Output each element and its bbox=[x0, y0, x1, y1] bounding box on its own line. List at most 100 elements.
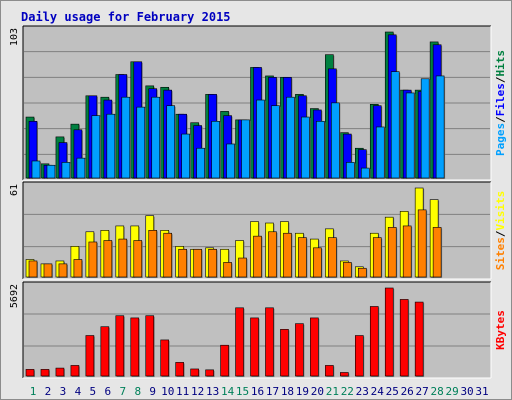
bar-pages-day-7 bbox=[121, 96, 131, 179]
legend-label: / bbox=[494, 230, 507, 237]
bar-sites-day-2 bbox=[43, 263, 53, 278]
x-tick-label-day-1: 1 bbox=[30, 385, 37, 398]
bar-kbytes-day-22 bbox=[340, 372, 349, 377]
x-tick-label-day-11: 11 bbox=[176, 385, 189, 398]
bar-pages-day-26 bbox=[405, 92, 415, 179]
x-tick-label-day-19: 19 bbox=[296, 385, 309, 398]
bar-sites-day-6 bbox=[103, 240, 113, 278]
bar-kbytes-day-12 bbox=[190, 368, 199, 377]
legend-label: Hits bbox=[494, 50, 507, 77]
x-tick-label-day-25: 25 bbox=[386, 385, 399, 398]
bar-pages-day-8 bbox=[136, 106, 146, 179]
x-tick-label-day-16: 16 bbox=[251, 385, 264, 398]
bar-pages-day-11 bbox=[181, 133, 190, 179]
bar-kbytes-day-1 bbox=[25, 369, 35, 377]
bar-sites-day-18 bbox=[283, 232, 292, 278]
bar-pages-day-9 bbox=[151, 96, 161, 179]
bar-kbytes-day-16 bbox=[250, 317, 259, 377]
bar-pages-day-27 bbox=[420, 78, 430, 179]
x-tick-label-day-18: 18 bbox=[281, 385, 294, 398]
bar-kbytes-day-4 bbox=[70, 365, 80, 377]
bar-pages-day-6 bbox=[106, 113, 116, 179]
x-tick-label-day-29: 29 bbox=[445, 385, 458, 398]
bar-sites-day-1 bbox=[28, 260, 38, 278]
bar-sites-day-13 bbox=[208, 248, 217, 278]
bar-sites-day-24 bbox=[372, 237, 382, 278]
bar-sites-day-28 bbox=[432, 227, 442, 278]
bar-pages-day-22 bbox=[346, 162, 355, 179]
chart-title: Daily usage for February 2015 bbox=[21, 10, 231, 24]
bar-kbytes-day-27 bbox=[414, 301, 424, 377]
x-tick-label-day-13: 13 bbox=[206, 385, 219, 398]
max-label-hits: 103 bbox=[9, 28, 20, 46]
bar-sites-day-25 bbox=[387, 227, 397, 278]
bar-pages-day-16 bbox=[256, 99, 265, 179]
x-tick-label-day-23: 23 bbox=[356, 385, 369, 398]
x-tick-label-day-6: 6 bbox=[105, 385, 112, 398]
x-tick-label-day-5: 5 bbox=[90, 385, 97, 398]
bar-sites-day-21 bbox=[328, 237, 337, 278]
bar-sites-day-7 bbox=[118, 238, 128, 278]
bar-pages-day-15 bbox=[241, 119, 250, 179]
bar-sites-day-4 bbox=[73, 259, 83, 278]
x-tick-label-day-28: 28 bbox=[431, 385, 444, 398]
x-tick-label-day-30: 30 bbox=[460, 385, 473, 398]
x-tick-label-day-7: 7 bbox=[119, 385, 126, 398]
x-tick-label-day-10: 10 bbox=[161, 385, 174, 398]
bar-kbytes-day-8 bbox=[130, 317, 140, 377]
x-tick-label-day-17: 17 bbox=[266, 385, 279, 398]
bar-kbytes-day-25 bbox=[384, 287, 394, 377]
bar-kbytes-day-26 bbox=[399, 299, 409, 377]
x-tick-label-day-3: 3 bbox=[60, 385, 67, 398]
legend-label: Visits bbox=[494, 191, 507, 231]
bar-sites-day-17 bbox=[268, 231, 277, 278]
bar-sites-day-10 bbox=[163, 232, 173, 278]
bar-kbytes-day-18 bbox=[280, 329, 289, 377]
bar-kbytes-day-19 bbox=[295, 323, 304, 377]
bar-pages-day-13 bbox=[211, 121, 220, 179]
x-tick-label-day-8: 8 bbox=[134, 385, 141, 398]
bar-kbytes-day-2 bbox=[40, 369, 50, 377]
bar-kbytes-day-24 bbox=[369, 306, 379, 377]
x-tick-label-day-2: 2 bbox=[45, 385, 52, 398]
bar-kbytes-day-6 bbox=[100, 326, 110, 377]
legend-label: KBytes bbox=[494, 310, 507, 350]
max-label-kbytes: 5692 bbox=[9, 284, 20, 308]
bar-pages-day-5 bbox=[91, 115, 101, 179]
x-tick-label-day-24: 24 bbox=[371, 385, 385, 398]
bar-pages-day-19 bbox=[301, 116, 310, 179]
bar-sites-day-12 bbox=[193, 248, 202, 278]
bar-kbytes-day-10 bbox=[160, 339, 170, 377]
bar-pages-day-17 bbox=[271, 105, 280, 179]
bar-kbytes-day-5 bbox=[85, 335, 95, 377]
bar-sites-day-5 bbox=[88, 241, 98, 278]
x-tick-label-day-22: 22 bbox=[341, 385, 354, 398]
bar-pages-day-18 bbox=[286, 96, 295, 179]
legend-label: Files bbox=[494, 83, 507, 116]
bar-kbytes-day-20 bbox=[310, 317, 319, 377]
bar-sites-day-22 bbox=[343, 262, 352, 278]
bar-pages-day-20 bbox=[316, 121, 325, 179]
bar-kbytes-day-13 bbox=[205, 369, 214, 377]
bar-pages-day-4 bbox=[76, 157, 86, 179]
x-tick-label-day-9: 9 bbox=[149, 385, 156, 398]
x-tick-label-day-15: 15 bbox=[236, 385, 249, 398]
bar-pages-day-1 bbox=[31, 160, 41, 179]
x-tick-label-day-4: 4 bbox=[75, 385, 82, 398]
bar-kbytes-day-3 bbox=[55, 367, 65, 377]
bar-pages-day-21 bbox=[331, 102, 340, 179]
bar-kbytes-day-21 bbox=[325, 365, 334, 377]
bar-pages-day-25 bbox=[390, 71, 400, 179]
x-tick-label-day-31: 31 bbox=[475, 385, 488, 398]
x-tick-label-day-26: 26 bbox=[401, 385, 414, 398]
legend-label: Pages bbox=[494, 123, 507, 156]
bar-pages-day-2 bbox=[46, 164, 56, 179]
max-label-visits: 61 bbox=[9, 184, 20, 196]
legend-label: / bbox=[494, 76, 507, 83]
bar-pages-day-28 bbox=[435, 75, 445, 179]
bar-kbytes-day-7 bbox=[115, 315, 125, 377]
bar-kbytes-day-23 bbox=[354, 335, 364, 377]
bar-pages-day-10 bbox=[166, 105, 176, 179]
bar-sites-day-27 bbox=[417, 209, 427, 278]
bar-kbytes-day-14 bbox=[220, 344, 229, 377]
